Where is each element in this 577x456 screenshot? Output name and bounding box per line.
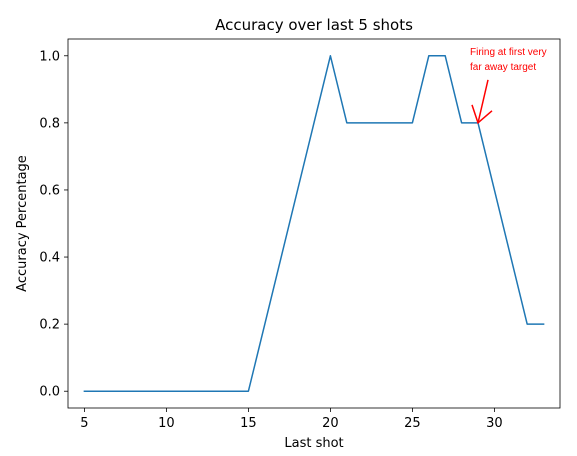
y-axis-label: Accuracy Percentage — [15, 155, 30, 292]
annotation-layer: Firing at first very far away target — [470, 47, 547, 125]
x-tick-label: 15 — [240, 416, 257, 431]
series-layer — [83, 55, 545, 392]
plot-background — [68, 39, 560, 408]
y-tick-label: 1.0 — [39, 49, 60, 64]
x-axis: 5 10 15 20 25 30 — [80, 408, 503, 431]
annotation-arrow-head — [471, 104, 493, 125]
x-tick-label: 25 — [404, 416, 421, 431]
plot-frame — [67, 38, 561, 409]
y-tick-label: 0.0 — [39, 385, 60, 400]
y-tick-label: 0.4 — [39, 251, 60, 266]
annotation-line-1: Firing at first very — [470, 47, 547, 58]
x-axis-label: Last shot — [284, 436, 343, 451]
plot-area: Firing at first very far away target — [67, 38, 561, 409]
y-tick-label: 0.6 — [39, 183, 60, 198]
chart-title: Accuracy over last 5 shots — [215, 16, 413, 34]
y-axis: 0.0 0.2 0.4 0.6 0.8 1.0 — [39, 49, 68, 400]
y-tick-label: 0.2 — [39, 318, 60, 333]
x-tick-label: 20 — [322, 416, 339, 431]
y-tick-label: 0.8 — [39, 116, 60, 131]
x-tick-label: 10 — [158, 416, 175, 431]
series-line — [83, 55, 545, 392]
annotation-line-2: far away target — [470, 62, 536, 73]
annotation-arrow-shaft — [477, 79, 489, 124]
x-tick-label: 30 — [486, 416, 503, 431]
x-tick-label: 5 — [80, 416, 88, 431]
